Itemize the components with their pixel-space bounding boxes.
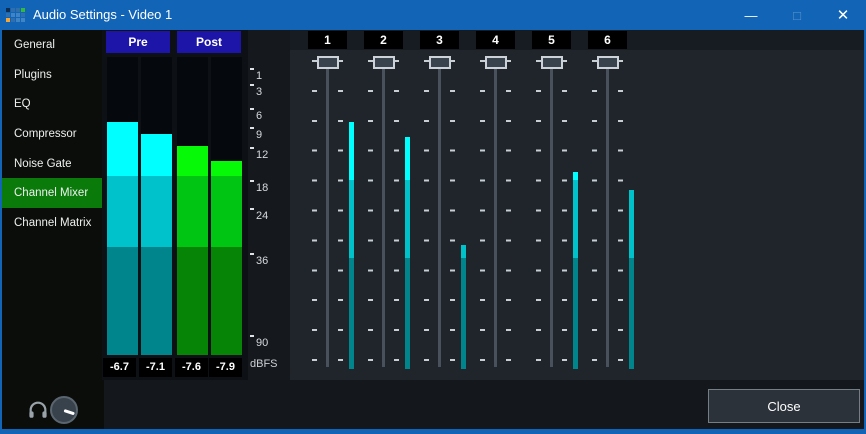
- pre-meter-right: [141, 57, 172, 355]
- channel-level-meter: [461, 62, 466, 369]
- pre-meter-left: [107, 57, 138, 355]
- fader-handle[interactable]: [541, 56, 563, 69]
- channel-number-label: 1: [308, 31, 347, 49]
- channel-level-meter: [405, 62, 410, 369]
- fader-handle[interactable]: [373, 56, 395, 69]
- fader-track[interactable]: [438, 62, 441, 367]
- knob-indicator: [63, 408, 75, 415]
- channel-strip-5: 5: [524, 30, 580, 380]
- post-left-dbfs-value: -7.6: [175, 358, 208, 377]
- window-title: Audio Settings - Video 1: [33, 7, 173, 22]
- fader-tick-marks: [394, 60, 399, 361]
- settings-sidebar: General Plugins EQ Compressor Noise Gate…: [2, 30, 104, 429]
- fader-tick-marks: [450, 60, 455, 361]
- channel-strip-2: 2: [356, 30, 412, 380]
- fader-handle[interactable]: [485, 56, 507, 69]
- window-border-right: [864, 30, 866, 434]
- sidebar-item-noise-gate[interactable]: Noise Gate: [14, 157, 72, 170]
- post-meter-label: Post: [177, 31, 241, 53]
- fader-track[interactable]: [382, 62, 385, 367]
- dbfs-unit-label: dBFS: [250, 358, 278, 370]
- close-button[interactable]: Close: [708, 389, 860, 423]
- sidebar-item-channel-mixer[interactable]: Channel Mixer: [2, 178, 104, 209]
- fader-tick-marks: [562, 60, 567, 361]
- minimize-button[interactable]: —: [744, 7, 758, 23]
- sidebar-item-eq[interactable]: EQ: [14, 98, 31, 111]
- fader-tick-marks: [618, 60, 623, 361]
- title-bar: Audio Settings - Video 1 — □ ✕: [0, 0, 866, 30]
- sidebar-item-channel-matrix[interactable]: Channel Matrix: [14, 216, 92, 229]
- fader-track[interactable]: [326, 62, 329, 367]
- headphone-volume-knob[interactable]: [50, 396, 78, 424]
- channel-level-meter: [349, 62, 354, 369]
- fader-tick-marks: [312, 60, 317, 361]
- fader-tick-marks: [338, 60, 343, 361]
- maximize-button: □: [793, 7, 801, 23]
- fader-handle[interactable]: [317, 56, 339, 69]
- window-border-left: [0, 30, 2, 434]
- channel-strip-6: 6: [580, 30, 636, 380]
- fader-track[interactable]: [606, 62, 609, 367]
- fader-track[interactable]: [550, 62, 553, 367]
- channel-strip-3: 3: [412, 30, 468, 380]
- channel-number-label: 6: [588, 31, 627, 49]
- pre-post-meter-panel: Pre Post -6.7 -7.1 -7.6 -7.9: [102, 30, 248, 380]
- channel-number-label: 4: [476, 31, 515, 49]
- pre-left-dbfs-value: -6.7: [103, 358, 136, 377]
- channel-strip-4: 4: [468, 30, 524, 380]
- db-scale: 1 3 6 9 12 18 24 36 90 dBFS: [248, 30, 290, 380]
- window-border-bottom: [0, 429, 866, 434]
- channel-level-meter: [517, 62, 522, 369]
- channel-level-meter: [573, 62, 578, 369]
- fader-handle[interactable]: [429, 56, 451, 69]
- channel-level-meter: [629, 62, 634, 369]
- post-meter-right: [211, 57, 242, 355]
- channel-number-label: 2: [364, 31, 403, 49]
- sidebar-item-compressor[interactable]: Compressor: [14, 127, 77, 140]
- post-right-dbfs-value: -7.9: [209, 358, 242, 377]
- close-window-button[interactable]: ✕: [836, 7, 850, 24]
- fader-track[interactable]: [494, 62, 497, 367]
- sidebar-item-plugins[interactable]: Plugins: [14, 68, 52, 81]
- fader-tick-marks: [592, 60, 597, 361]
- post-meter-left: [177, 57, 208, 355]
- headphones-icon[interactable]: [27, 399, 49, 421]
- pre-right-dbfs-value: -7.1: [139, 358, 172, 377]
- app-logo-icon: [6, 8, 25, 22]
- channel-strip-1: 1: [300, 30, 356, 380]
- fader-tick-marks: [424, 60, 429, 361]
- pre-meter-label: Pre: [106, 31, 170, 53]
- fader-tick-marks: [480, 60, 485, 361]
- fader-tick-marks: [506, 60, 511, 361]
- sidebar-item-general[interactable]: General: [14, 38, 55, 51]
- fader-tick-marks: [368, 60, 373, 361]
- channel-number-label: 5: [532, 31, 571, 49]
- channel-number-label: 3: [420, 31, 459, 49]
- fader-handle[interactable]: [597, 56, 619, 69]
- fader-tick-marks: [536, 60, 541, 361]
